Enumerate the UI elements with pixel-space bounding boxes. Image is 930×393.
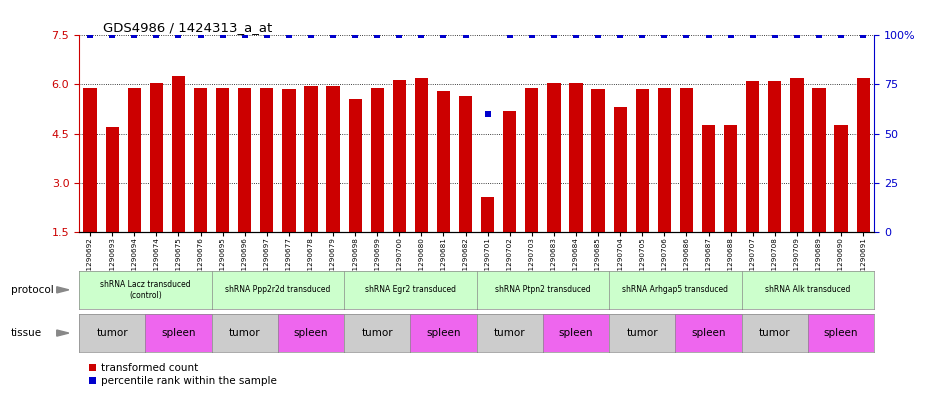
Text: tumor: tumor	[627, 328, 658, 338]
Point	[502, 32, 517, 39]
Text: spleen: spleen	[559, 328, 593, 338]
Text: shRNA Egr2 transduced: shRNA Egr2 transduced	[365, 285, 456, 294]
Bar	[105, 127, 119, 232]
Point	[326, 32, 340, 39]
Bar	[812, 88, 826, 232]
Point	[635, 32, 650, 39]
Bar	[392, 79, 405, 232]
Bar	[834, 125, 847, 232]
Text: spleen: spleen	[426, 328, 460, 338]
Bar	[282, 90, 296, 232]
Point	[547, 32, 562, 39]
Point	[701, 32, 716, 39]
Text: shRNA Lacz transduced
(control): shRNA Lacz transduced (control)	[100, 280, 191, 299]
Bar	[746, 81, 759, 232]
Text: tumor: tumor	[229, 328, 260, 338]
Bar	[458, 96, 472, 232]
Point	[833, 32, 848, 39]
Bar	[260, 88, 273, 232]
Bar	[635, 90, 649, 232]
Text: shRNA Arhgap5 transduced: shRNA Arhgap5 transduced	[622, 285, 728, 294]
Point	[414, 32, 429, 39]
Point	[856, 32, 870, 39]
Text: spleen: spleen	[691, 328, 725, 338]
Point	[370, 32, 385, 39]
Point	[303, 32, 318, 39]
Point	[193, 32, 208, 39]
Bar	[591, 90, 604, 232]
Bar	[193, 88, 207, 232]
Bar	[658, 88, 671, 232]
Text: tumor: tumor	[494, 328, 525, 338]
Point	[724, 32, 738, 39]
Point	[171, 32, 186, 39]
Bar	[84, 88, 97, 232]
Bar	[614, 107, 627, 232]
Text: shRNA Ptpn2 transduced: shRNA Ptpn2 transduced	[495, 285, 591, 294]
Point	[458, 32, 473, 39]
Point	[83, 32, 98, 39]
Point	[790, 32, 804, 39]
Text: protocol: protocol	[11, 285, 54, 295]
Text: tumor: tumor	[759, 328, 790, 338]
Point	[613, 32, 628, 39]
Text: tumor: tumor	[362, 328, 393, 338]
Polygon shape	[57, 287, 69, 293]
Bar	[857, 78, 870, 232]
Bar	[238, 88, 251, 232]
Bar	[415, 78, 428, 232]
Bar	[481, 197, 494, 232]
Bar	[216, 88, 229, 232]
Point	[259, 32, 274, 39]
Bar	[503, 111, 516, 232]
Text: tissue: tissue	[11, 328, 42, 338]
Point	[657, 32, 671, 39]
Text: shRNA Ppp2r2d transduced: shRNA Ppp2r2d transduced	[225, 285, 330, 294]
Bar	[127, 88, 140, 232]
Bar	[768, 81, 781, 232]
Point	[105, 32, 120, 39]
Bar	[569, 83, 582, 232]
Text: spleen: spleen	[161, 328, 195, 338]
Bar	[370, 88, 384, 232]
Point	[237, 32, 252, 39]
Text: spleen: spleen	[824, 328, 858, 338]
Bar	[172, 76, 185, 232]
Point	[480, 111, 495, 117]
Point	[215, 32, 230, 39]
Point	[282, 32, 297, 39]
Bar	[150, 83, 163, 232]
Text: tumor: tumor	[97, 328, 128, 338]
Bar	[680, 88, 693, 232]
Polygon shape	[57, 330, 69, 336]
Point	[126, 32, 141, 39]
Text: spleen: spleen	[294, 328, 328, 338]
Bar	[326, 86, 339, 232]
Text: shRNA Alk transduced: shRNA Alk transduced	[765, 285, 851, 294]
Point	[392, 32, 406, 39]
Point	[812, 32, 827, 39]
Bar	[724, 125, 737, 232]
Point	[149, 32, 164, 39]
Point	[348, 32, 363, 39]
Text: GDS4986 / 1424313_a_at: GDS4986 / 1424313_a_at	[103, 21, 272, 34]
Point	[436, 32, 451, 39]
Bar	[702, 125, 715, 232]
Point	[568, 32, 583, 39]
Point	[591, 32, 605, 39]
Point	[525, 32, 539, 39]
Point	[745, 32, 760, 39]
Point	[679, 32, 694, 39]
Bar	[547, 83, 561, 232]
Bar	[525, 88, 538, 232]
Bar	[304, 86, 317, 232]
Legend: transformed count, percentile rank within the sample: transformed count, percentile rank withi…	[89, 363, 277, 386]
Bar	[790, 78, 804, 232]
Point	[767, 32, 782, 39]
Bar	[437, 91, 450, 232]
Bar	[349, 99, 362, 232]
